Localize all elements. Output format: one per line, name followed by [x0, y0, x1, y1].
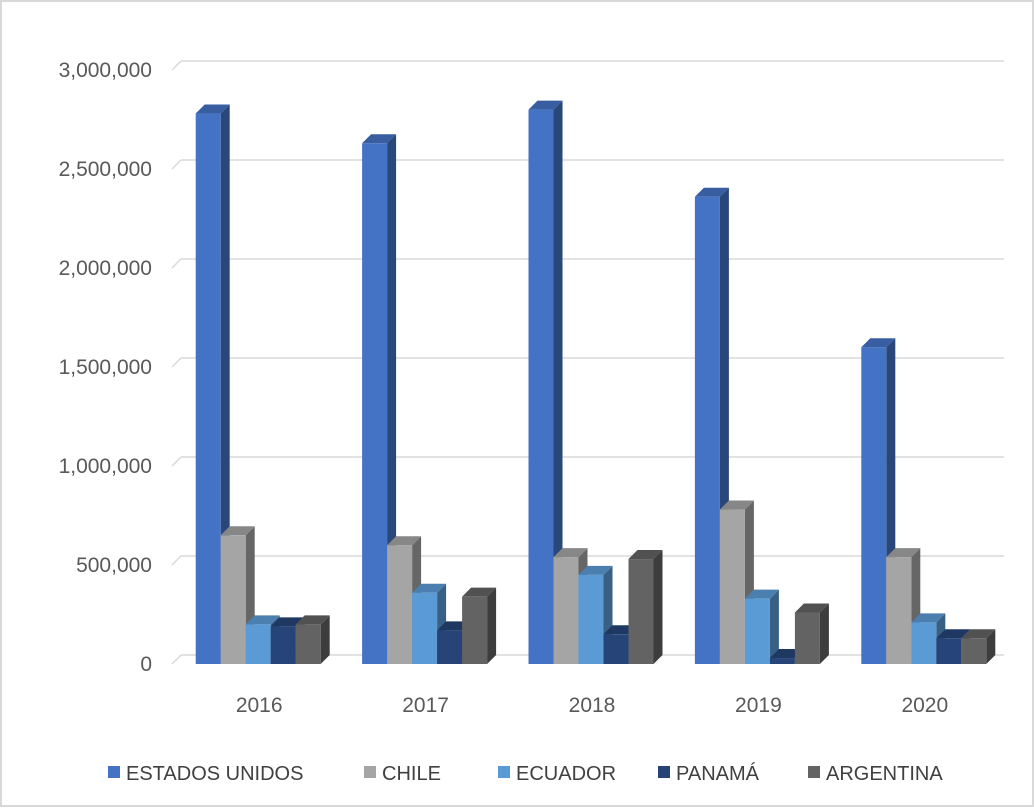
- gridline-diagonal-2: [171, 456, 182, 467]
- bar-estados-unidos-2017: [362, 134, 397, 664]
- x-axis-tick-labels: 2016 2017 2018 2019 2020: [236, 694, 948, 717]
- x-tick-label: 2018: [569, 694, 616, 717]
- bar-argentina-2018: [628, 550, 663, 664]
- bar-ecuador-2019: [744, 589, 779, 664]
- y-tick-label: 3,000,000: [59, 59, 152, 82]
- x-tick-label: 2016: [236, 694, 283, 717]
- legend-label: ECUADOR: [516, 763, 616, 785]
- bar-estados-unidos-2018: [528, 100, 563, 665]
- bar-estados-unidos-2016: [195, 104, 230, 664]
- legend-swatch: [498, 766, 510, 778]
- gridline-diagonal-4: [171, 258, 182, 269]
- y-tick-label: 500,000: [76, 554, 152, 577]
- legend-swatch: [808, 766, 820, 778]
- legend-label: CHILE: [382, 763, 441, 785]
- gridline-diagonal-1: [171, 555, 182, 566]
- legend-swatch: [658, 766, 670, 778]
- y-tick-label: 1,500,000: [59, 356, 152, 379]
- bar-argentina-2016: [295, 615, 330, 664]
- legend: ESTADOS UNIDOS CHILE ECUADOR PANAMÁ ARGENTIN…: [108, 762, 943, 785]
- gridline-diagonal-6: [171, 60, 182, 71]
- x-tick-label: 2020: [901, 694, 948, 717]
- y-tick-label: 1,000,000: [59, 455, 152, 478]
- gridline-diagonal-0: [171, 654, 182, 665]
- legend-swatch: [108, 766, 120, 778]
- y-tick-label: 2,500,000: [59, 158, 152, 181]
- bar-argentina-2017: [462, 587, 497, 664]
- bar-argentina-2019: [794, 603, 829, 664]
- legend-swatch: [364, 766, 376, 778]
- legend-item-chile: CHILE: [364, 763, 441, 785]
- x-tick-label: 2019: [735, 694, 782, 717]
- gridline-diagonal-3: [171, 357, 182, 368]
- gridlines: [171, 60, 1004, 665]
- x-tick-label: 2017: [402, 694, 449, 717]
- bars: [195, 100, 996, 665]
- y-tick-label: 0: [140, 653, 152, 676]
- y-tick-label: 2,000,000: [59, 257, 152, 280]
- legend-item-ecuador: ECUADOR: [498, 763, 616, 785]
- gridline-diagonal-5: [171, 159, 182, 170]
- y-axis-tick-labels: 0 500,000 1,000,000 1,500,000 2,000,000 2,500…: [59, 59, 152, 676]
- legend-item-argentina: ARGENTINA: [808, 763, 943, 785]
- legend-label: ARGENTINA: [826, 763, 943, 785]
- bar-argentina-2020: [961, 629, 996, 664]
- legend-label: PANAMÁ: [676, 762, 760, 785]
- legend-item-panam-: PANAMÁ: [658, 762, 760, 785]
- legend-label: ESTADOS UNIDOS: [126, 763, 303, 785]
- legend-item-estados-unidos: ESTADOS UNIDOS: [108, 763, 303, 785]
